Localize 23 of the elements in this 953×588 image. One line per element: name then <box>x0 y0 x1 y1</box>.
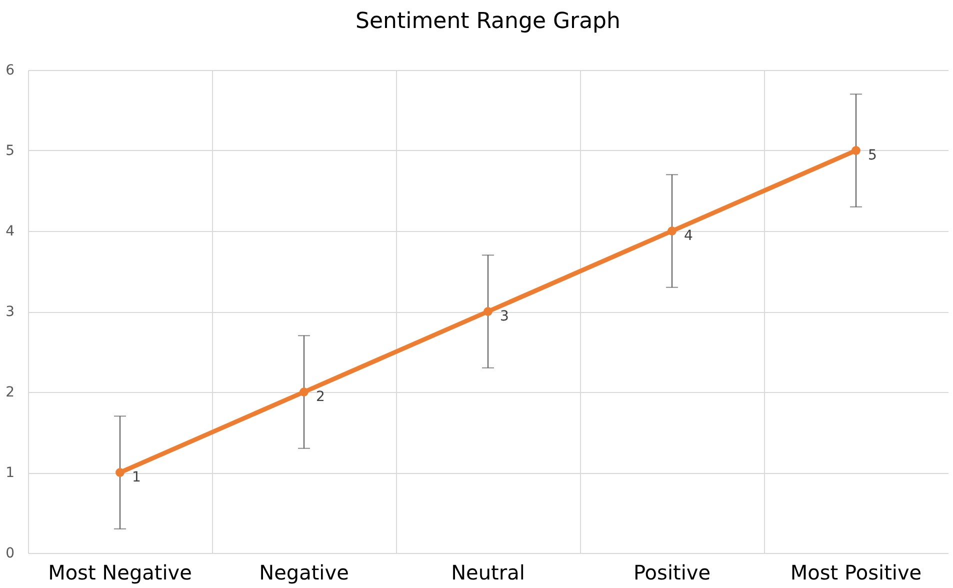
y-tick-label: 3 <box>6 304 14 320</box>
data-label: 2 <box>316 389 325 405</box>
y-tick-label: 1 <box>6 465 14 481</box>
x-tick-label: Most Negative <box>48 560 192 584</box>
point <box>116 468 124 477</box>
y-tick-label: 5 <box>6 143 14 159</box>
y-tick-label: 0 <box>6 546 14 562</box>
data-label: 3 <box>500 308 509 324</box>
point <box>300 388 308 396</box>
x-tick-label: Neutral <box>451 560 525 584</box>
chart-title: Sentiment Range Graph <box>356 9 620 34</box>
x-tick-label: Most Positive <box>790 560 922 584</box>
y-tick-label: 6 <box>6 62 15 78</box>
data-label: 4 <box>684 228 693 244</box>
x-tick-label: Positive <box>633 560 711 584</box>
point <box>852 146 860 155</box>
y-tick-label: 2 <box>6 384 14 400</box>
y-tick-label: 4 <box>6 224 15 240</box>
x-tick-label: Negative <box>259 560 349 584</box>
data-label: 5 <box>868 148 877 164</box>
data-label: 1 <box>132 470 141 486</box>
point <box>668 226 676 236</box>
point <box>484 307 492 316</box>
